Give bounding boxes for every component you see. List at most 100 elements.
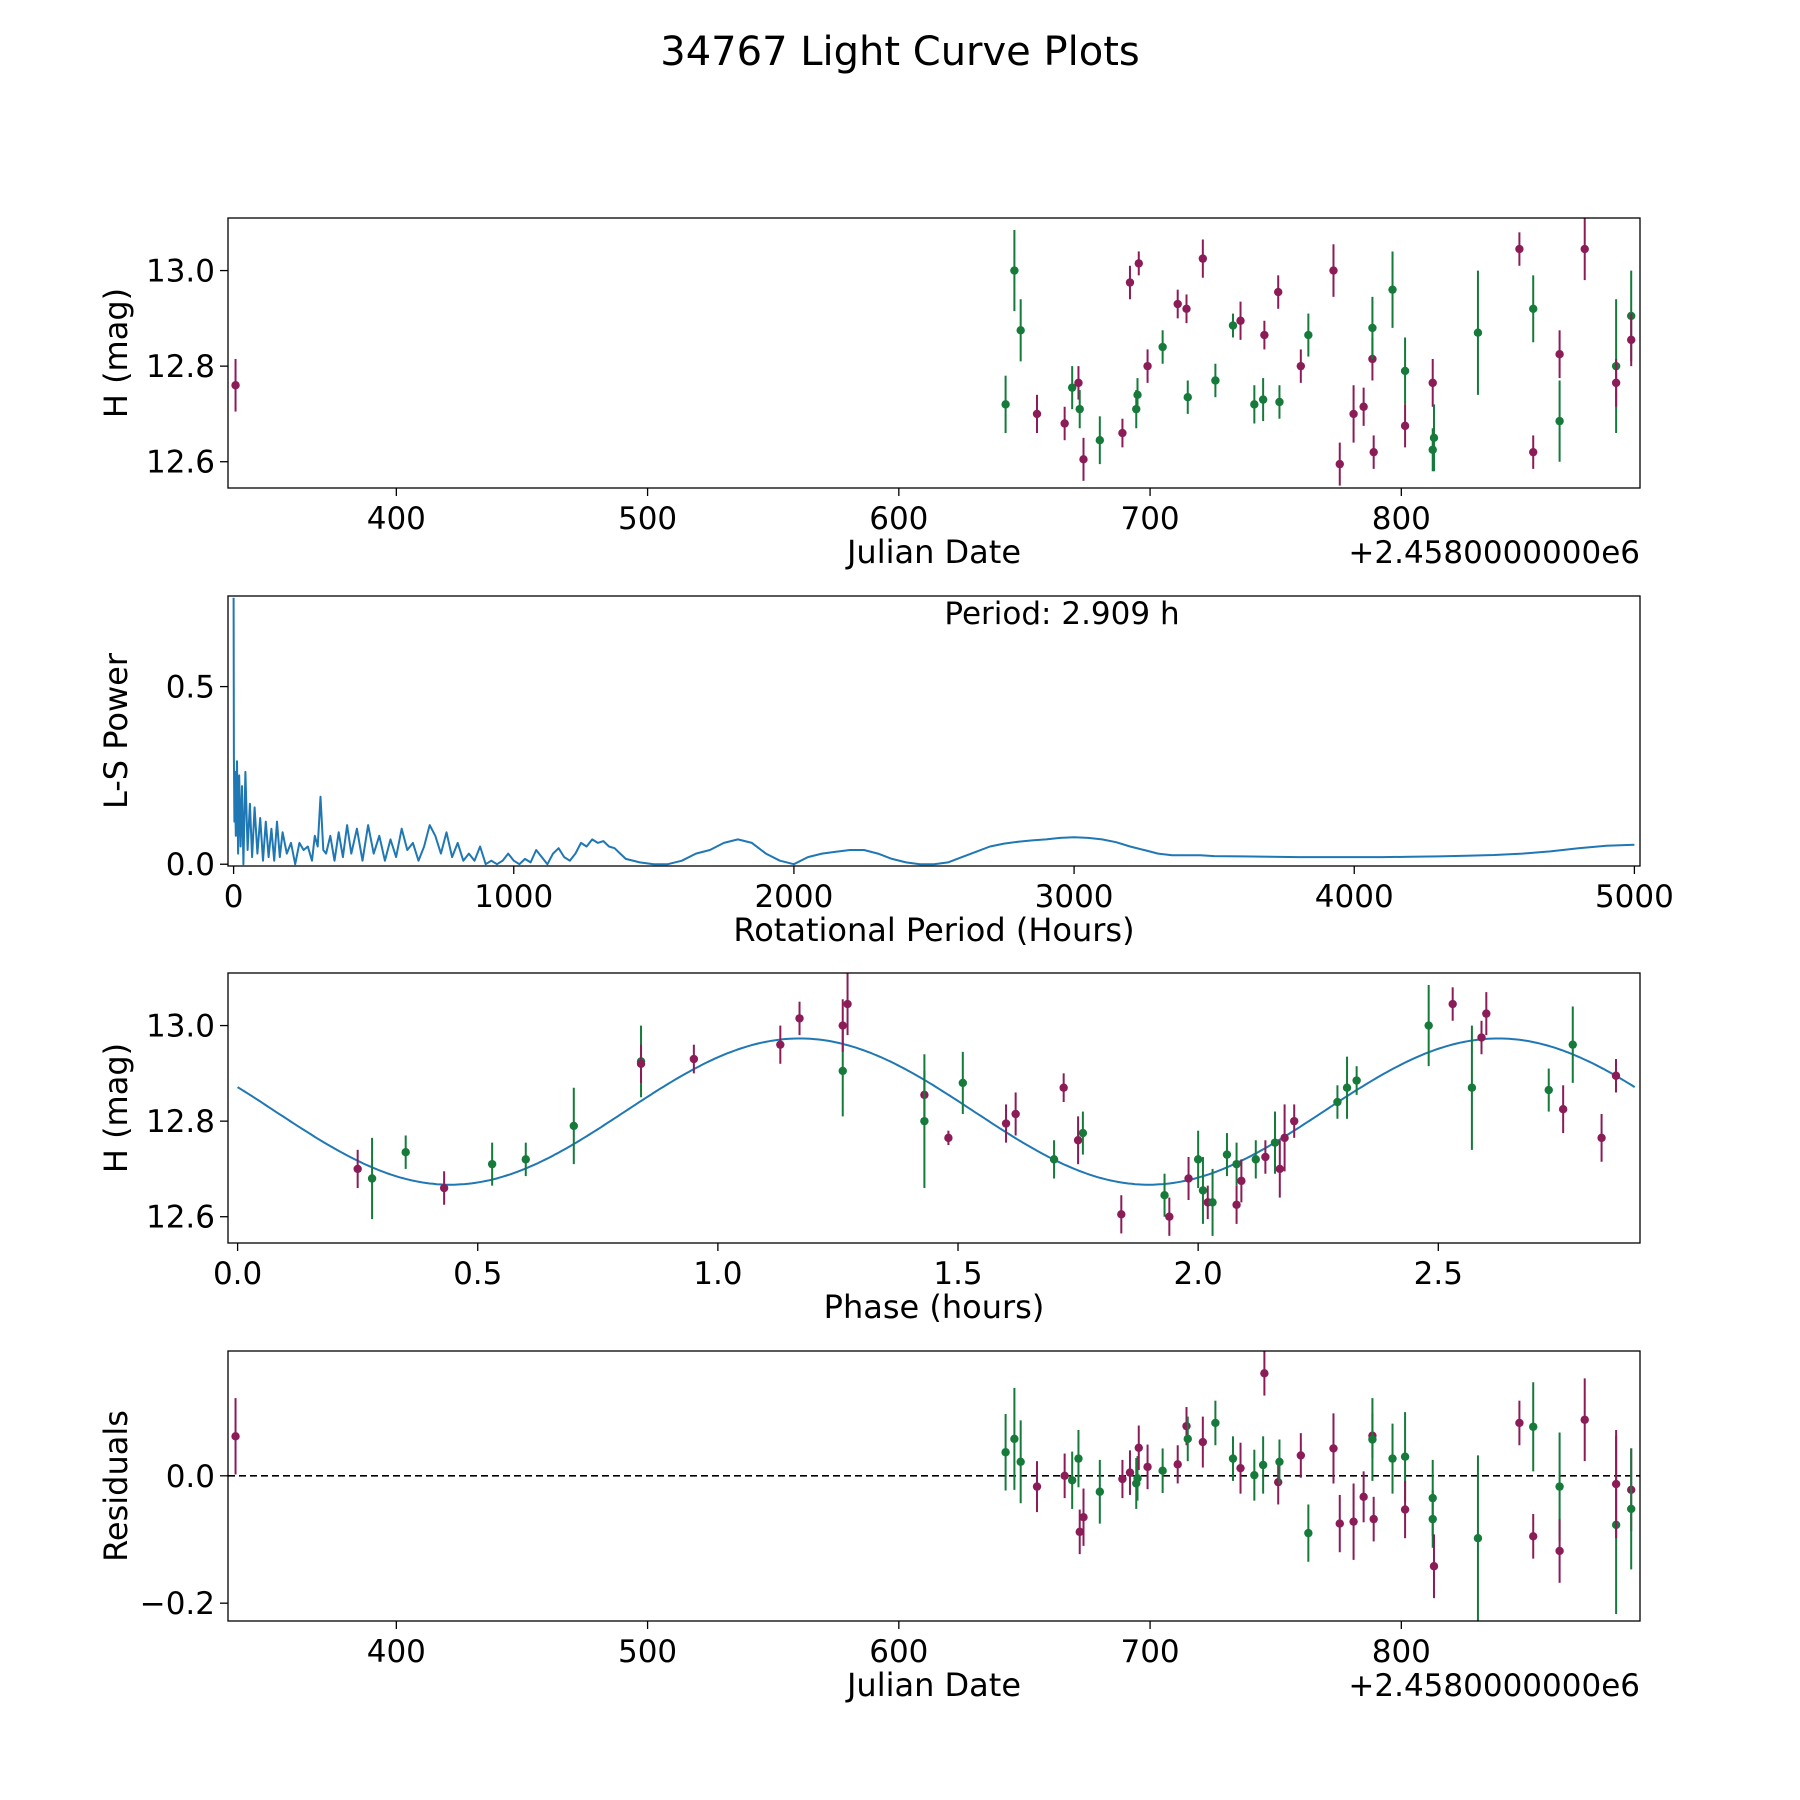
lightcurve-data-point [1555,330,1564,379]
residuals-data-point [1134,1425,1143,1471]
data-marker [1529,1422,1538,1431]
residuals-data-point [1428,1490,1437,1548]
residuals-data-point [1368,1398,1377,1481]
data-marker [1059,1083,1068,1092]
data-marker [1001,400,1010,409]
lightcurve-data-point [1429,404,1439,472]
phased-data-point [1073,1116,1083,1165]
phased-data-point [1232,1142,1241,1186]
residuals-data-point [1258,1436,1268,1494]
data-marker [1228,321,1238,330]
periodogram-xtick-label: 5000 [1595,879,1674,915]
residuals-data-point [1074,1429,1083,1488]
data-marker [1211,376,1220,385]
lightcurve-ylabel: H (mag) [97,288,135,418]
data-marker [1290,1116,1299,1126]
lightcurve-data-point [1182,294,1191,324]
lightcurve-xtick-label: 600 [869,501,928,537]
phased-data-point [1568,1006,1577,1083]
data-marker [353,1164,362,1174]
data-marker [1250,1470,1259,1480]
residuals-data-point [1211,1400,1220,1446]
model-fit-curve [237,1037,1636,1186]
data-marker [1001,1448,1010,1457]
data-marker [1134,1443,1143,1452]
phased-data-point [367,1137,377,1220]
data-marker [1010,266,1019,275]
lightcurve-ytick-label: 12.6 [146,445,215,481]
data-marker [1275,1457,1284,1467]
periodogram-xtick-label: 3000 [1035,879,1114,915]
phased-data-point [569,1087,578,1165]
lightcurve-data-point [1143,349,1152,383]
phased-ytick-label: 13.0 [146,1009,215,1045]
data-marker [1173,299,1182,309]
residuals-data-point [1032,1461,1042,1513]
phased-data-point [1270,1111,1280,1174]
periodogram-ytick-label: 0.0 [166,847,215,883]
data-marker [958,1078,968,1088]
data-marker [1275,397,1284,407]
residuals-ytick-label: −0.2 [140,1586,215,1622]
lightcurve-data-point [1428,358,1437,407]
lightcurve-ytick-label: 13.0 [146,254,215,290]
phased-data-point [1558,1085,1568,1134]
data-marker [1424,1021,1433,1030]
residuals-xtick-label: 500 [618,1634,677,1670]
phased-data-point [1482,992,1491,1036]
lightcurve-xtick-label: 400 [367,501,426,537]
data-marker [1193,1155,1203,1164]
lightcurve-data-point [1010,229,1019,312]
data-marker [1400,1505,1410,1514]
residuals-ylabel: Residuals [97,1410,135,1562]
phased-data-point [401,1135,410,1169]
residuals-data-point [1183,1416,1192,1462]
data-marker [1032,1482,1042,1491]
data-marker [1296,1451,1306,1460]
phased-data-point [1001,1104,1011,1143]
data-marker [1304,1528,1313,1538]
lightcurve-xtick-label: 800 [1372,501,1431,537]
lightcurve-data-point [1228,313,1238,338]
data-marker [1001,1119,1011,1128]
data-marker [1611,1071,1621,1080]
data-marker [1428,1514,1437,1524]
data-marker [1473,1534,1483,1543]
phased-data-point [958,1051,968,1114]
phased-data-point [521,1142,530,1177]
phased-data-point [1467,1025,1477,1150]
data-marker [1258,395,1268,404]
lightcurve-data-point [231,358,240,412]
phased-data-point [1251,1140,1260,1179]
data-marker [1198,254,1208,263]
data-marker [1143,1462,1152,1472]
data-marker [1359,1492,1368,1502]
lightcurve-data-point [1118,418,1127,448]
data-marker [1515,1418,1524,1428]
residuals-data-point [1369,1496,1378,1542]
lightcurve-data-point [1016,299,1025,362]
lightcurve-data-point [1032,394,1042,434]
data-marker [1183,1434,1192,1444]
data-marker [1568,1040,1577,1049]
phased-ylabel: H (mag) [97,1043,135,1173]
data-marker [1555,1482,1564,1491]
residuals-axes-frame [227,1350,1641,1622]
data-marker [1260,330,1269,340]
data-marker [1095,1487,1105,1496]
residuals-xoffset: +2.4580000000e6 [1348,1668,1640,1704]
lightcurve-data-point [1580,218,1589,281]
phased-data-point [1198,1156,1208,1224]
phased-data-point [1222,1133,1232,1177]
phased-data-point [795,1001,804,1036]
lightcurve-data-point [1125,265,1135,300]
data-marker [1333,1097,1342,1107]
data-marker [1329,1444,1338,1453]
periodogram-xtick-label: 4000 [1315,879,1394,915]
data-marker [1132,404,1141,414]
residuals-data-point [1118,1459,1127,1499]
phased-data-point [843,973,852,1036]
residuals-data-point [1010,1387,1019,1490]
data-marker [1016,1457,1025,1467]
lightcurve-data-point [1529,275,1538,343]
